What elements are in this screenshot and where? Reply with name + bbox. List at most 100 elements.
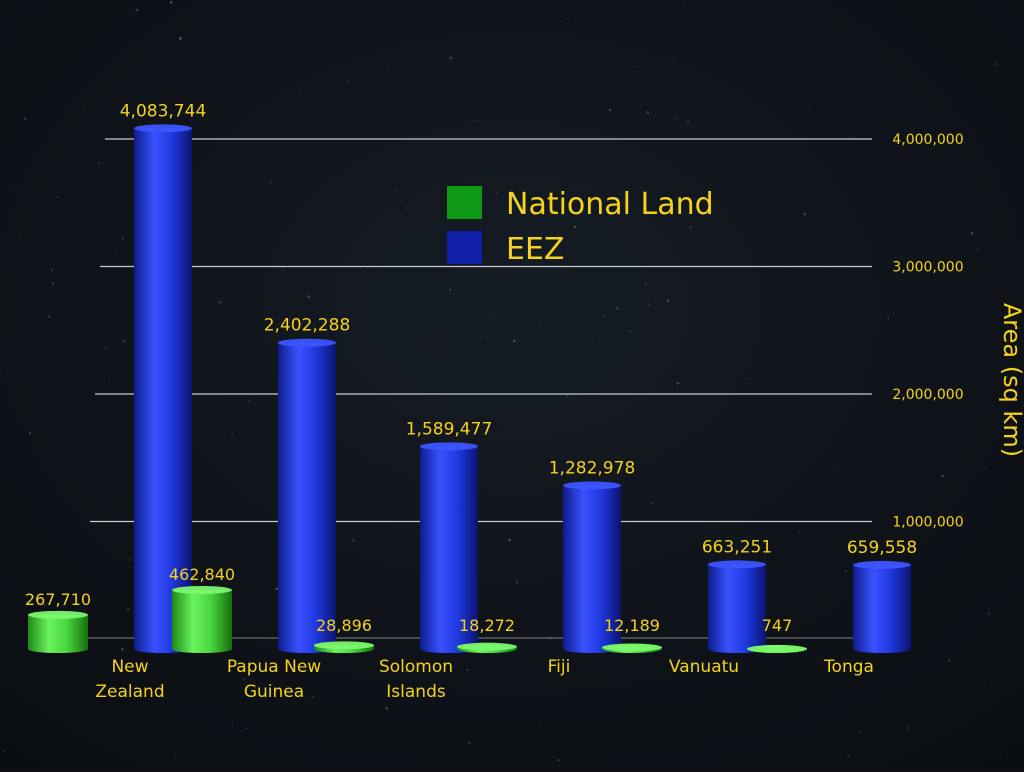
speckle (19, 237, 21, 239)
bar-national-land (314, 641, 374, 653)
speckle (734, 490, 735, 491)
speckle (368, 192, 369, 193)
speckle (749, 377, 750, 378)
speckle (282, 270, 284, 272)
data-label-national-land: 12,189 (604, 616, 660, 635)
speckle (540, 323, 541, 324)
bar-eez (853, 561, 911, 653)
legend-label: EEZ (506, 232, 564, 267)
speckle (353, 539, 355, 541)
speckle (505, 39, 506, 40)
bar-national-land (172, 586, 232, 653)
speckle (646, 111, 649, 114)
legend-swatch (447, 186, 482, 219)
speckle (567, 18, 569, 20)
data-label-eez: 1,589,477 (406, 419, 493, 439)
bar-national-land (747, 645, 807, 653)
speckle (83, 110, 84, 111)
speckle (360, 268, 361, 269)
speckle (721, 11, 722, 12)
speckle (3, 750, 5, 752)
data-label-eez: 4,083,744 (120, 101, 207, 121)
speckle (513, 340, 516, 343)
y-tick-label: 2,000,000 (892, 387, 963, 403)
speckle (397, 191, 398, 192)
speckle (482, 410, 484, 412)
speckle (51, 269, 53, 271)
speckle (971, 232, 974, 235)
x-tick-label: Fiji (548, 657, 571, 677)
speckle (104, 347, 106, 349)
speckle (566, 395, 568, 397)
speckle (982, 395, 983, 396)
speckle (232, 725, 234, 727)
speckle (845, 570, 847, 572)
speckle (115, 251, 116, 252)
speckle (136, 9, 138, 11)
speckle (127, 608, 130, 611)
data-label-eez: 1,282,978 (549, 458, 636, 478)
speckle (243, 678, 245, 680)
speckle (121, 648, 124, 651)
speckle (65, 272, 66, 273)
speckle (301, 766, 302, 767)
speckle (677, 382, 680, 385)
speckle (172, 28, 173, 29)
speckle (468, 741, 471, 744)
speckle (624, 295, 625, 296)
speckle (122, 238, 124, 240)
speckle (984, 467, 986, 469)
speckle (386, 707, 388, 709)
speckle (809, 104, 810, 105)
speckle (804, 213, 806, 215)
speckle (674, 117, 676, 119)
speckle (941, 474, 944, 477)
speckle (72, 124, 73, 125)
speckle (273, 734, 274, 735)
speckle (988, 612, 991, 615)
speckle (502, 430, 503, 431)
speckle (179, 37, 182, 40)
speckle (689, 226, 692, 229)
speckle (347, 79, 349, 81)
speckle (948, 660, 950, 662)
legend-swatch (447, 231, 482, 264)
speckle (299, 94, 300, 95)
y-tick-label: 1,000,000 (892, 515, 963, 531)
speckle (569, 435, 570, 436)
speckle (742, 245, 743, 246)
speckle (122, 340, 125, 343)
bar-eez (708, 560, 766, 653)
speckle (407, 207, 409, 209)
speckle (540, 724, 541, 725)
data-label-national-land: 747 (762, 616, 793, 635)
speckle (508, 538, 511, 541)
speckle (616, 307, 618, 309)
speckle (480, 338, 482, 340)
speckle (994, 62, 997, 65)
legend-label: National Land (506, 187, 714, 222)
speckle (672, 58, 674, 60)
bar-eez (278, 339, 336, 653)
speckle (1000, 755, 1001, 756)
speckle (652, 502, 653, 503)
data-label-national-land: 462,840 (169, 565, 235, 584)
speckle (170, 1, 173, 4)
speckle (307, 295, 310, 298)
speckle (638, 65, 640, 67)
speckle (915, 436, 916, 437)
speckle (609, 109, 611, 111)
speckle (972, 1, 974, 3)
data-label-national-land: 267,710 (25, 590, 91, 609)
speckle (1002, 3, 1003, 4)
speckle (247, 400, 249, 402)
speckle (13, 188, 14, 189)
speckle (670, 5, 671, 6)
speckle (407, 218, 408, 219)
speckle (489, 318, 490, 319)
data-label-eez: 2,402,288 (264, 316, 351, 336)
speckle (821, 316, 822, 317)
bar-national-land (602, 643, 662, 653)
speckle (48, 315, 50, 317)
